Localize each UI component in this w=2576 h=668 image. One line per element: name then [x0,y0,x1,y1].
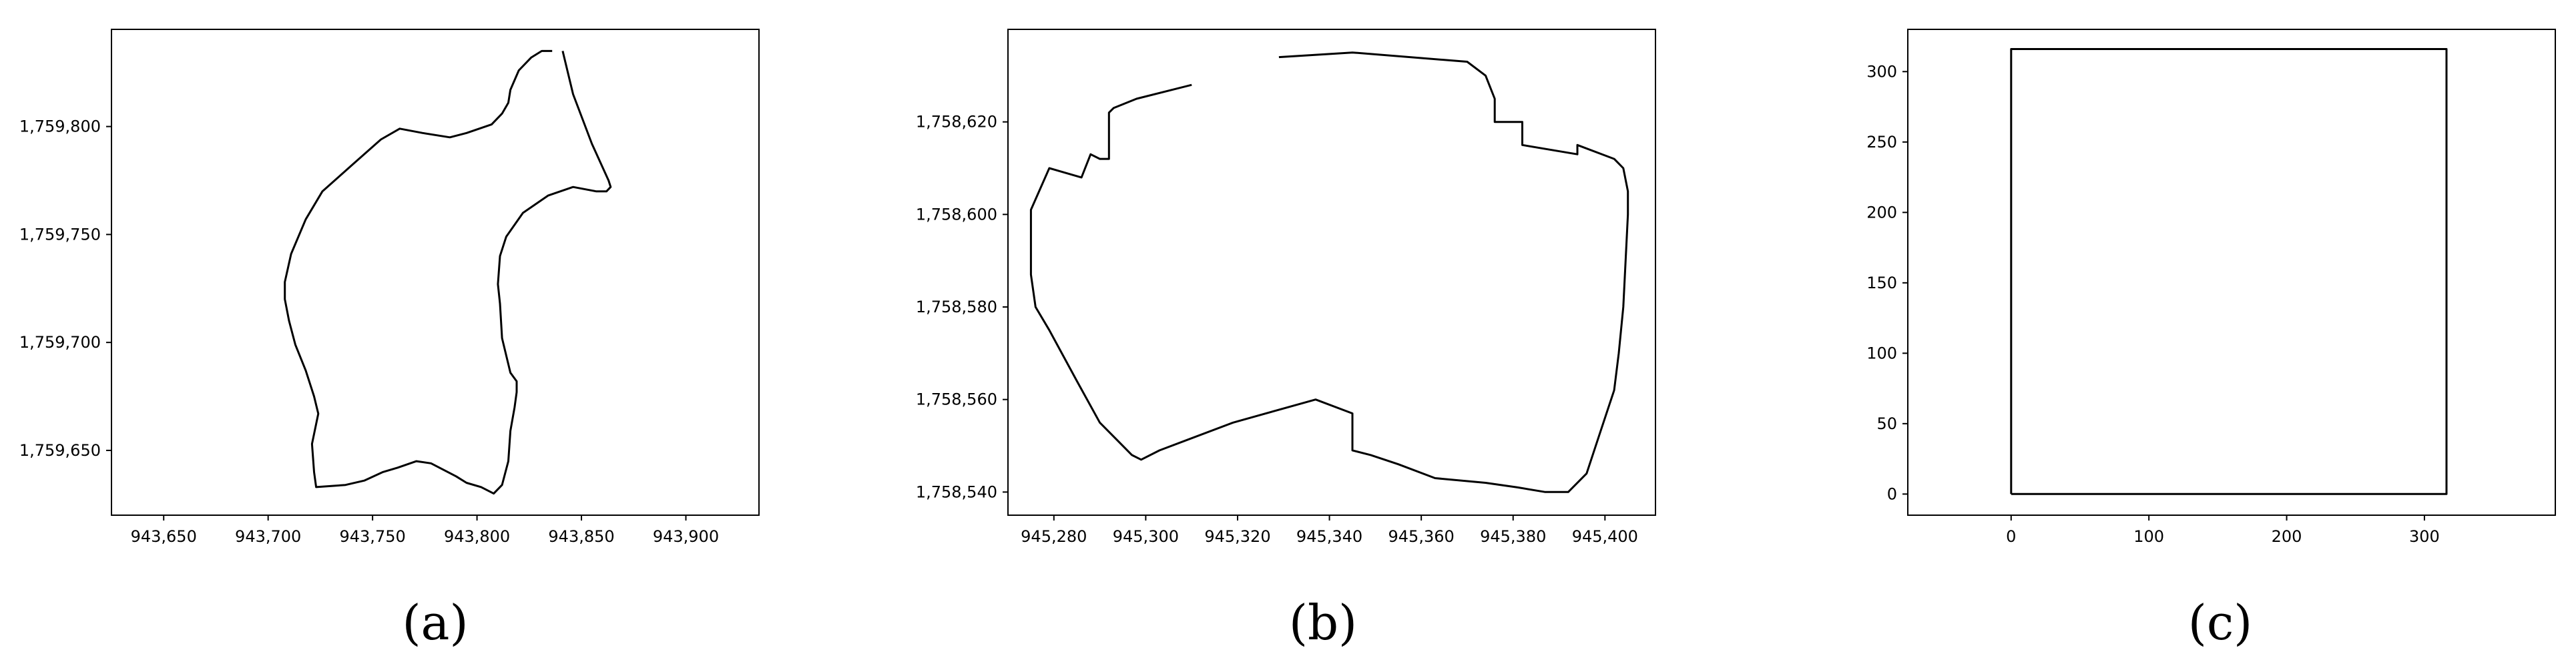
panel-a: 943,650 943,700 943,750 943,800 943,850 943,9… [19,29,760,651]
y-tick-label-b-4: 1,758,620 [916,113,997,131]
y-axis-ticks-c: 0 50 100 150 200 250 300 [1866,62,1908,503]
x-tick-label-c-3: 300 [2409,527,2440,546]
x-axis-ticks-b: 945,280 945,300 945,320 945,340 945,360 945,3… [1021,515,1638,546]
x-tick-label-a-1: 943,700 [235,527,301,546]
plot-frame-c [1907,29,2556,516]
x-tick-label-c-0: 0 [2006,527,2016,546]
y-tick-label-c-5: 250 [1866,133,1897,151]
x-axis-ticks-c: 0 100 200 300 [2006,515,2440,546]
panel-c: 0 100 200 300 0 50 100 150 200 250 300 (c) [1866,29,2556,651]
x-tick-label-b-2: 945,320 [1204,527,1270,546]
x-tick-label-b-0: 945,280 [1021,527,1087,546]
series-group-c [2010,48,2448,495]
y-tick-label-a-0: 1,759,650 [19,441,101,460]
y-tick-label-b-3: 1,758,600 [916,205,997,224]
plot-frame-a [111,29,760,516]
series-line-c-0 [2010,48,2448,495]
y-tick-label-b-1: 1,758,560 [916,390,997,409]
y-tick-label-c-6: 300 [1866,62,1897,81]
x-tick-label-a-5: 943,900 [653,527,719,546]
x-axis-ticks-a: 943,650 943,700 943,750 943,800 943,850 943,9… [131,515,719,546]
series-group-b [1029,51,1629,493]
caption-b: (b) [1289,595,1357,651]
y-axis-ticks-a: 1,759,650 1,759,700 1,759,750 1,759,800 [19,117,111,460]
y-tick-label-c-3: 150 [1866,274,1897,292]
y-tick-label-b-0: 1,758,540 [916,482,997,501]
x-tick-label-b-4: 945,360 [1388,527,1455,546]
x-tick-label-c-1: 100 [2133,527,2164,546]
y-tick-label-a-3: 1,759,800 [19,117,101,136]
y-axis-ticks-b: 1,758,540 1,758,560 1,758,580 1,758,600 1,75… [916,113,1008,501]
y-tick-label-c-4: 200 [1866,203,1897,222]
x-tick-label-b-6: 945,400 [1572,527,1638,546]
x-tick-label-c-2: 200 [2272,527,2302,546]
series-line-a-0 [284,49,612,495]
y-tick-label-a-1: 1,759,700 [19,333,101,352]
y-tick-label-b-2: 1,758,580 [916,298,997,316]
series-group-a [284,49,612,495]
y-tick-label-c-1: 50 [1876,414,1897,433]
series-line-b-0 [1029,51,1629,493]
x-tick-label-a-4: 943,850 [548,527,614,546]
x-tick-label-b-3: 945,340 [1296,527,1362,546]
x-tick-label-a-0: 943,650 [131,527,197,546]
panel-b: 945,280 945,300 945,320 945,340 945,360 945,3… [916,29,1656,651]
caption-a: (a) [402,595,468,651]
y-tick-label-a-2: 1,759,750 [19,225,101,244]
x-tick-label-a-3: 943,800 [444,527,510,546]
y-tick-label-c-2: 100 [1866,344,1897,362]
x-tick-label-b-1: 945,300 [1113,527,1179,546]
plot-frame-b [1007,29,1656,516]
caption-c: (c) [2188,595,2253,651]
x-tick-label-a-2: 943,750 [340,527,406,546]
x-tick-label-b-5: 945,380 [1480,527,1546,546]
y-tick-label-c-0: 0 [1887,484,1897,503]
